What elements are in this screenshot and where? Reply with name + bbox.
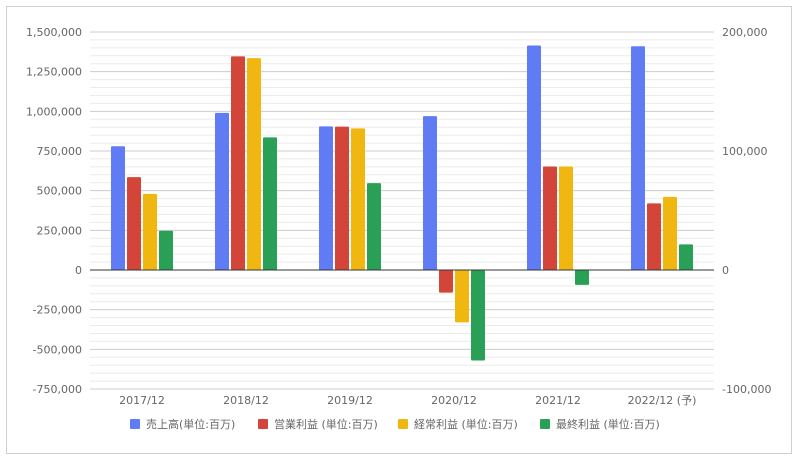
left-tick-label: 1,250,000 xyxy=(26,66,82,79)
right-axis-ticks: 200,000 100,000 0 -100,000 xyxy=(722,26,771,396)
bar-3-201912 xyxy=(351,128,365,270)
bar-2-202012 xyxy=(439,270,453,293)
legend: 売上高(単位:百万) 営業利益 (単位:百万) 経常利益 (単位:百万) 最終利益 (… xyxy=(130,417,660,431)
x-tick-label: 2021/12 xyxy=(535,394,581,407)
bar-3-202012 xyxy=(455,270,469,323)
x-axis-ticks: 2017/12 2018/12 2019/12 2020/12 2021/12 2022/… xyxy=(119,394,696,407)
bar-1-201712 xyxy=(111,146,125,270)
bar-1-202012 xyxy=(423,116,437,271)
legend-swatch xyxy=(130,419,140,429)
right-tick-label: 0 xyxy=(722,264,729,277)
right-tick-label: -100,000 xyxy=(722,383,771,396)
left-tick-label: 750,000 xyxy=(37,145,83,158)
bar-3-201812 xyxy=(247,58,261,271)
legend-label: 最終利益 (単位:百万) xyxy=(556,417,660,431)
bar-1-201812 xyxy=(215,112,229,270)
x-tick-label: 2019/12 xyxy=(327,394,373,407)
x-tick-label: 2017/12 xyxy=(119,394,165,407)
left-tick-label: 1,500,000 xyxy=(26,26,82,39)
legend-label: 売上高(単位:百万) xyxy=(146,417,235,431)
bar-2-201912 xyxy=(335,126,349,270)
bars xyxy=(111,45,693,361)
left-tick-label: 0 xyxy=(75,264,82,277)
bar-3-202212 xyxy=(663,196,677,270)
bar-4-201712 xyxy=(159,230,173,270)
bar-1-202112 xyxy=(527,45,541,271)
left-axis-ticks: 1,500,000 1,250,000 1,000,000 750,000 500,00… xyxy=(26,26,82,396)
right-tick-label: 100,000 xyxy=(722,145,768,158)
bar-2-202112 xyxy=(543,166,557,270)
bar-2-202212 xyxy=(647,203,661,270)
bar-1-202212 xyxy=(631,46,645,270)
legend-swatch xyxy=(258,419,268,429)
left-tick-label: -250,000 xyxy=(33,304,82,317)
x-tick-label: 2020/12 xyxy=(431,394,477,407)
left-tick-label: 1,000,000 xyxy=(26,105,82,118)
bar-2-201712 xyxy=(127,177,141,270)
legend-swatch xyxy=(398,419,408,429)
bar-1-201912 xyxy=(319,126,333,270)
gridlines xyxy=(90,31,714,390)
bar-4-202112 xyxy=(575,270,589,285)
legend-label: 営業利益 (単位:百万) xyxy=(274,417,378,431)
left-tick-label: 250,000 xyxy=(37,224,83,237)
bar-4-201812 xyxy=(263,137,277,270)
left-tick-label: 500,000 xyxy=(37,185,83,198)
legend-swatch xyxy=(540,419,550,429)
bar-2-201812 xyxy=(231,56,245,270)
bar-4-201912 xyxy=(367,183,381,270)
bar-4-202212 xyxy=(679,244,693,270)
left-tick-label: -500,000 xyxy=(33,343,82,356)
left-tick-label: -750,000 xyxy=(33,383,82,396)
x-tick-label: 2022/12 (予) xyxy=(628,394,697,407)
right-tick-label: 200,000 xyxy=(722,26,768,39)
x-tick-label: 2018/12 xyxy=(223,394,269,407)
bar-4-202012 xyxy=(471,270,485,361)
bar-3-202112 xyxy=(559,166,573,270)
bar-3-201712 xyxy=(143,193,157,270)
legend-label: 経常利益 (単位:百万) xyxy=(414,417,518,431)
